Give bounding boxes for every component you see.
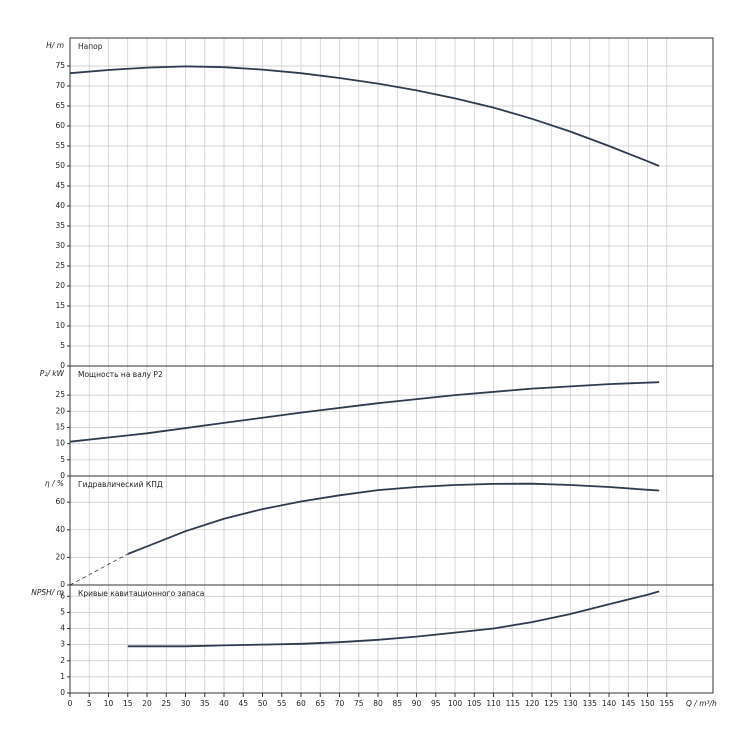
x-tick-label: 155 [660,699,675,708]
x-tick-label: 60 [296,699,306,708]
x-tick-label: 80 [373,699,383,708]
y-tick-label: 20 [55,552,65,561]
y-axis-label: P₂/ kW [40,369,65,378]
y-tick-label: 15 [55,422,65,431]
y-tick-label: 6 [60,591,65,600]
y-tick-label: 5 [60,607,65,616]
y-tick-label: 10 [55,321,65,330]
x-tick-label: 25 [161,699,171,708]
x-tick-label: 10 [104,699,114,708]
y-axis-label: NPSH/ m [31,588,64,597]
x-tick-label: 125 [544,699,559,708]
y-tick-label: 40 [55,525,65,534]
x-tick-label: 20 [142,699,152,708]
y-tick-label: 65 [55,101,65,110]
curve [127,590,660,648]
y-tick-label: 5 [60,341,65,350]
x-tick-label: 85 [393,699,403,708]
curve [69,553,128,586]
x-tick-label: 100 [448,699,463,708]
y-tick-label: 25 [55,390,65,399]
panel-frame [69,584,714,694]
y-tick-label: 50 [55,161,65,170]
x-tick-label: 105 [467,699,482,708]
x-tick-label: 110 [486,699,501,708]
x-tick-label: 120 [525,699,540,708]
y-tick-label: 0 [60,361,65,370]
x-tick-label: 145 [621,699,636,708]
x-tick-label: 95 [431,699,441,708]
x-tick-label: 140 [602,699,617,708]
panel-title: Кривые кавитационного запаса [78,589,204,598]
panel-title: Мощность на валу P2 [78,370,163,379]
y-tick-label: 30 [55,241,65,250]
x-tick-label: 40 [219,699,229,708]
y-tick-label: 60 [55,121,65,130]
y-tick-label: 20 [55,281,65,290]
x-tick-label: 70 [335,699,345,708]
y-axis-label: η / % [45,479,64,488]
y-tick-label: 0 [60,471,65,480]
x-tick-label: 130 [563,699,578,708]
x-axis-label: Q / m³/h [686,699,717,708]
y-tick-label: 2 [60,656,65,665]
y-tick-label: 75 [55,61,65,70]
x-tick-label: 150 [640,699,655,708]
x-tick-label: 0 [68,699,73,708]
panel-title: Гидравлический КПД [78,480,163,489]
y-tick-label: 40 [55,201,65,210]
x-tick-label: 65 [315,699,325,708]
y-tick-label: 35 [55,221,65,230]
y-tick-label: 4 [60,624,65,633]
curve [69,381,660,443]
y-tick-label: 0 [60,580,65,589]
y-tick-label: 15 [55,301,65,310]
x-tick-label: 90 [412,699,422,708]
x-tick-label: 75 [354,699,364,708]
y-tick-label: 55 [55,141,65,150]
x-tick-label: 50 [258,699,268,708]
y-tick-label: 1 [60,672,65,681]
x-tick-label: 35 [200,699,210,708]
x-tick-label: 55 [277,699,287,708]
y-tick-label: 5 [60,455,65,464]
x-tick-label: 45 [238,699,248,708]
x-tick-label: 30 [181,699,191,708]
y-tick-label: 20 [55,406,65,415]
x-tick-label: 15 [123,699,133,708]
panel-title: Напор [78,42,103,51]
y-tick-label: 45 [55,181,65,190]
y-tick-label: 70 [55,81,65,90]
x-tick-label: 5 [87,699,92,708]
y-tick-label: 60 [55,497,65,506]
curve [69,65,660,167]
x-tick-label: 115 [506,699,521,708]
y-tick-label: 3 [60,640,65,649]
y-tick-label: 10 [55,439,65,448]
x-tick-label: 135 [583,699,598,708]
y-tick-label: 0 [60,688,65,697]
y-tick-label: 25 [55,261,65,270]
curve [127,482,660,555]
y-axis-label: H/ m [46,41,64,50]
